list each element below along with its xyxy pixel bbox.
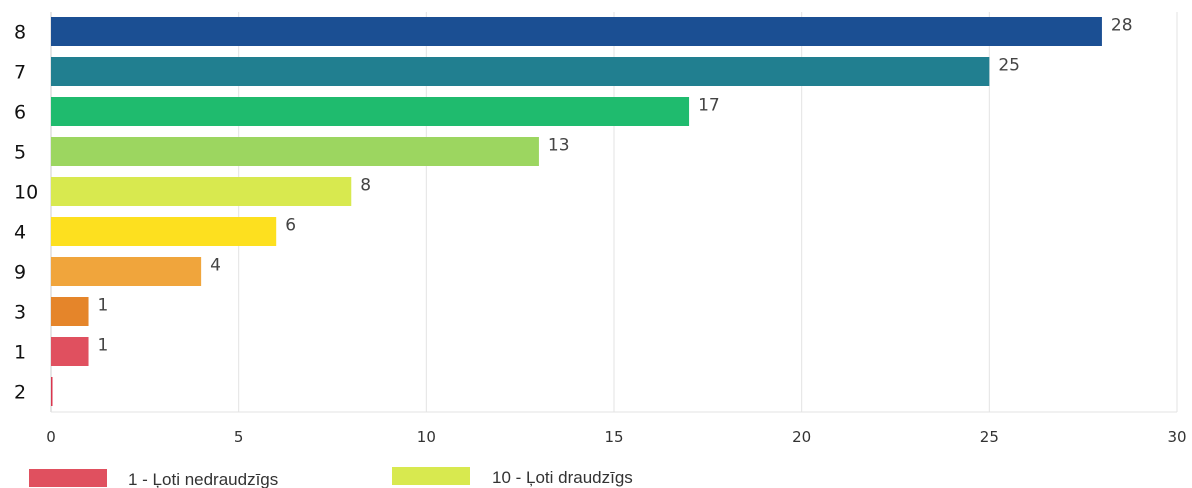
- bar-4: [51, 217, 277, 246]
- x-axis-tick-labels: 0 5 10 15 20 25 30: [46, 428, 1186, 446]
- bar-5: [51, 137, 539, 166]
- category-label: 10: [14, 182, 38, 204]
- category-label: 2: [14, 382, 26, 404]
- value-label: 4: [210, 256, 221, 276]
- legend-swatch-1: [29, 469, 107, 487]
- bar-7: [51, 57, 990, 86]
- bar-1: [51, 337, 89, 366]
- bar-10: [51, 177, 352, 206]
- bar-3: [51, 297, 89, 326]
- value-label: 25: [998, 56, 1020, 76]
- x-tick-label: 20: [792, 428, 811, 446]
- category-label: 1: [14, 342, 26, 364]
- value-labels: 28 25 17 13 8 6 4 1 1: [98, 16, 1133, 356]
- value-label: 1: [98, 336, 109, 356]
- legend-label-2: 10 - Ļoti draudzīgs: [492, 468, 633, 487]
- bar-2: [51, 377, 53, 406]
- category-label: 6: [14, 102, 26, 124]
- category-label: 8: [14, 22, 26, 44]
- category-label: 5: [14, 142, 26, 164]
- x-tick-label: 15: [604, 428, 623, 446]
- legend: 1 - Ļoti nedraudzīgs 10 - Ļoti draudzīgs: [29, 467, 633, 488]
- x-tick-label: 0: [46, 428, 56, 446]
- legend-swatch-2: [392, 467, 470, 485]
- category-label: 9: [14, 262, 26, 284]
- x-tick-label: 10: [417, 428, 436, 446]
- category-label: 4: [14, 222, 26, 244]
- x-tick-label: 30: [1167, 428, 1186, 446]
- category-label: 3: [14, 302, 26, 324]
- bars: [51, 17, 1102, 406]
- bar-9: [51, 257, 202, 286]
- x-tick-label: 25: [980, 428, 999, 446]
- legend-label-1: 1 - Ļoti nedraudzīgs: [128, 470, 278, 488]
- value-label: 8: [360, 176, 371, 196]
- category-label: 7: [14, 62, 26, 84]
- value-label: 1: [98, 296, 109, 316]
- value-label: 28: [1111, 16, 1133, 36]
- x-tick-label: 5: [234, 428, 244, 446]
- value-label: 6: [285, 216, 296, 236]
- bar-6: [51, 97, 690, 126]
- value-label: 13: [548, 136, 570, 156]
- category-labels: 8 7 6 5 10 4 9 3 1 2: [14, 22, 38, 404]
- value-label: 17: [698, 96, 720, 116]
- bar-8: [51, 17, 1102, 46]
